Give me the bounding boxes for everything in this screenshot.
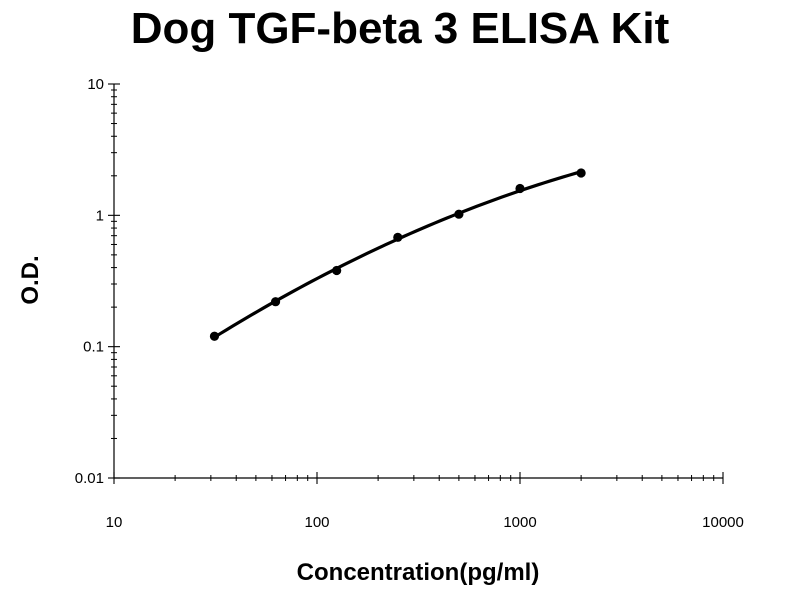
x-tick-label: 1000 bbox=[503, 514, 536, 531]
standard-curve-line bbox=[212, 170, 583, 339]
x-tick-label: 10 bbox=[106, 514, 123, 531]
data-point bbox=[270, 297, 281, 307]
chart-title: Dog TGF-beta 3 ELISA Kit bbox=[130, 4, 670, 53]
data-point bbox=[576, 168, 586, 178]
x-tick-label: 100 bbox=[304, 514, 329, 531]
data-point bbox=[393, 232, 403, 242]
data-point bbox=[454, 209, 464, 219]
y-tick-label: 0.01 bbox=[75, 470, 104, 487]
y-tick-label: 1 bbox=[96, 207, 104, 224]
data-points bbox=[209, 168, 586, 341]
tick-labels: 0.01 0.1 1 10 10 100 1000 10000 bbox=[75, 76, 744, 531]
x-tick-label: 10000 bbox=[702, 514, 744, 531]
data-point bbox=[209, 331, 220, 341]
fit-curve bbox=[212, 170, 583, 339]
y-tick-label: 10 bbox=[87, 76, 104, 93]
data-point bbox=[515, 183, 525, 194]
x-axis-label: Concentration(pg/ml) bbox=[297, 559, 540, 586]
y-axis-label: O.D. bbox=[17, 255, 44, 304]
tick-marks bbox=[108, 83, 724, 484]
y-tick-label: 0.1 bbox=[83, 339, 104, 356]
axes bbox=[113, 84, 723, 479]
data-point bbox=[332, 265, 342, 276]
